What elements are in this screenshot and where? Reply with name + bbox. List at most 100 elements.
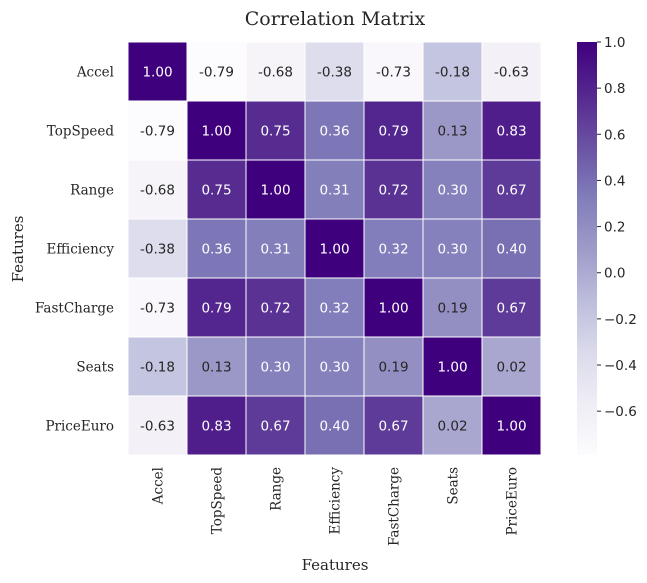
colorbar-tick-label: −0.4 [604, 358, 637, 374]
cell-value-label: 0.02 [496, 360, 526, 376]
heatmap-cell-topspeed-range [245, 100, 306, 161]
cell-value-label: -0.68 [258, 65, 293, 81]
cell-value-label: 0.36 [319, 124, 349, 140]
colorbar [577, 42, 597, 455]
cell-value-label: 0.31 [319, 183, 349, 199]
cell-value-label: 0.02 [437, 419, 467, 435]
cell-value-label: -0.63 [494, 65, 529, 81]
x-axis-label: Features [302, 556, 369, 574]
heatmap-cell-range-fastcharge [363, 159, 424, 220]
colorbar-tick-label: 0.4 [604, 173, 625, 189]
colorbar-tick-label: 0.8 [604, 81, 625, 97]
y-tick-label-efficiency: Efficiency [46, 242, 114, 258]
cell-value-label: 0.36 [201, 242, 231, 258]
cell-value-label: 0.83 [201, 419, 231, 435]
cell-value-label: 0.30 [437, 242, 467, 258]
cell-value-label: 0.31 [260, 242, 290, 258]
cell-value-label: 0.19 [378, 360, 408, 376]
cell-value-label: 0.19 [437, 301, 467, 317]
cell-value-label: 1.00 [437, 360, 467, 376]
x-tick-labels: Accel TopSpeed Range Efficiency FastCharge Se… [151, 467, 521, 546]
heatmap-cell-fastcharge-range [245, 277, 306, 338]
heatmap-cell-priceeuro-seats [422, 395, 483, 456]
cell-value-label: 1.00 [260, 183, 290, 199]
y-tick-labels: Accel TopSpeed Range Efficiency FastCharge Se… [35, 65, 114, 435]
heatmap-cell-labels: 1.00 -0.79 -0.68 -0.38 -0.73 -0.18 -0.63 -0.79 1… [140, 65, 529, 435]
cell-value-label: -0.38 [140, 242, 175, 258]
cell-value-label: 0.67 [496, 183, 526, 199]
cell-value-label: 0.13 [201, 360, 231, 376]
cell-value-label: 0.79 [201, 301, 231, 317]
cell-value-label: 1.00 [496, 419, 526, 435]
y-tick-label-range: Range [70, 183, 114, 199]
colorbar-tick-label: −0.2 [604, 312, 637, 328]
cell-value-label: 0.13 [437, 124, 467, 140]
x-tick-label-range: Range [269, 467, 285, 511]
heatmap-cell-range-efficiency [304, 159, 365, 220]
y-tick-label-accel: Accel [76, 65, 114, 81]
cell-value-label: 0.40 [496, 242, 526, 258]
cell-value-label: 1.00 [319, 242, 349, 258]
heatmap-cell-seats-accel [127, 336, 188, 397]
cell-value-label: -0.63 [140, 419, 175, 435]
colorbar-ticks: 1.0 0.8 0.6 0.4 0.2 0.0 −0.2 −0.4 −0.6 [597, 35, 637, 420]
cell-value-label: 0.30 [319, 360, 349, 376]
heatmap-cell-accel-seats [422, 41, 483, 102]
heatmap-cell-accel-accel [127, 41, 188, 102]
cell-value-label: 0.67 [378, 419, 408, 435]
heatmap-cell-priceeuro-efficiency [304, 395, 365, 456]
cell-value-label: 1.00 [142, 65, 172, 81]
cell-value-label: -0.79 [140, 124, 175, 140]
heatmap-cell-priceeuro-priceeuro [481, 395, 542, 456]
cell-value-label: -0.38 [317, 65, 352, 81]
heatmap-cell-efficiency-topspeed [186, 218, 247, 279]
cell-value-label: 0.30 [437, 183, 467, 199]
heatmap-cell-seats-efficiency [304, 336, 365, 397]
heatmap-cell-topspeed-accel [127, 100, 188, 161]
heatmap-cell-accel-topspeed [186, 41, 247, 102]
heatmap-cell-seats-fastcharge [363, 336, 424, 397]
heatmap-cell-efficiency-priceeuro [481, 218, 542, 279]
heatmap-cells [127, 41, 542, 456]
heatmap-cell-seats-priceeuro [481, 336, 542, 397]
x-tick-label-fastcharge: FastCharge [387, 467, 403, 546]
x-tick-label-efficiency: Efficiency [328, 467, 344, 535]
heatmap-cell-range-range [245, 159, 306, 220]
heatmap-cell-efficiency-seats [422, 218, 483, 279]
chart-title: Correlation Matrix [245, 8, 426, 30]
colorbar-tick-label: 0.2 [604, 220, 625, 236]
heatmap-cell-range-seats [422, 159, 483, 220]
cell-value-label: -0.18 [140, 360, 175, 376]
heatmap-cell-efficiency-accel [127, 218, 188, 279]
x-tick-label-topspeed: TopSpeed [210, 467, 226, 535]
y-tick-label-fastcharge: FastCharge [35, 301, 114, 317]
cell-value-label: -0.73 [140, 301, 175, 317]
cell-value-label: 0.75 [260, 124, 290, 140]
cell-value-label: 0.75 [201, 183, 231, 199]
y-axis-label: Features [9, 216, 27, 283]
y-tick-label-priceeuro: PriceEuro [45, 419, 114, 435]
cell-value-label: -0.73 [376, 65, 411, 81]
cell-value-label: 0.32 [319, 301, 349, 317]
heatmap-cell-range-priceeuro [481, 159, 542, 220]
heatmap-cell-fastcharge-accel [127, 277, 188, 338]
heatmap-cell-priceeuro-range [245, 395, 306, 456]
heatmap-cell-range-topspeed [186, 159, 247, 220]
cell-value-label: -0.18 [435, 65, 470, 81]
x-tick-label-accel: Accel [151, 467, 167, 505]
cell-value-label: 0.67 [260, 419, 290, 435]
cell-value-label: -0.68 [140, 183, 175, 199]
cell-value-label: 1.00 [201, 124, 231, 140]
x-tick-label-seats: Seats [446, 467, 462, 505]
heatmap-cell-topspeed-fastcharge [363, 100, 424, 161]
heatmap-cell-priceeuro-fastcharge [363, 395, 424, 456]
colorbar-tick-label: 0.0 [604, 266, 625, 282]
colorbar-tick-label: 1.0 [604, 35, 625, 51]
cell-value-label: 0.40 [319, 419, 349, 435]
heatmap-cell-priceeuro-accel [127, 395, 188, 456]
cell-value-label: 0.79 [378, 124, 408, 140]
heatmap-cell-efficiency-efficiency [304, 218, 365, 279]
colorbar-tick-label: −0.6 [604, 404, 637, 420]
cell-value-label: -0.79 [199, 65, 234, 81]
